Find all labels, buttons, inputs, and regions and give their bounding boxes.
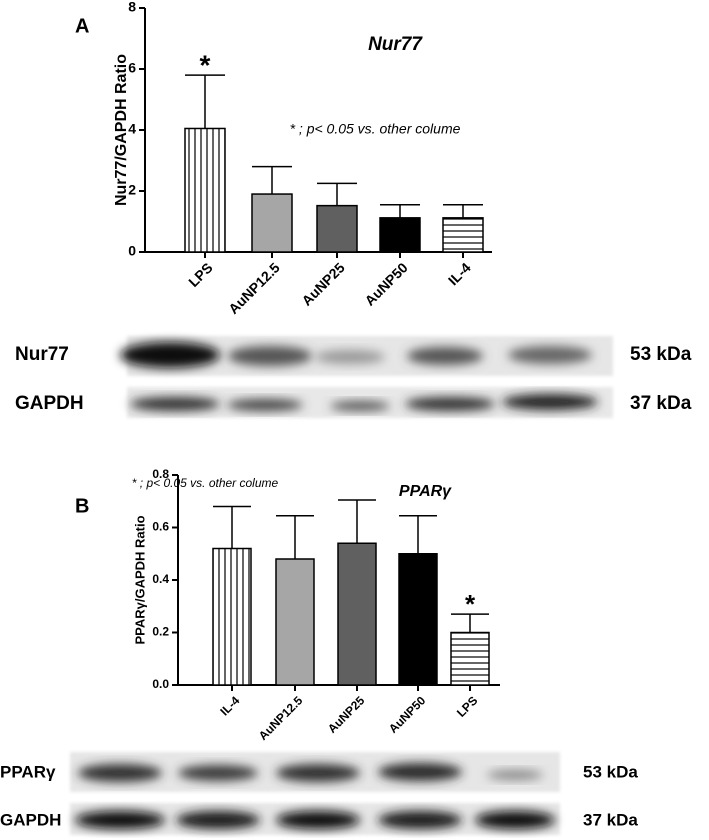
significance-marker: * [465, 589, 476, 619]
blot-label: Nur77 [15, 344, 69, 365]
y-tick-label: 0.4 [152, 572, 169, 586]
y-tick-label: 0.8 [152, 467, 169, 481]
y-tick-label: 4 [128, 121, 136, 137]
panel-label: A [75, 15, 89, 37]
blot-size: 53 kDa [630, 344, 692, 365]
bar [184, 127, 226, 253]
y-tick-label: 0 [128, 243, 136, 259]
y-tick-label: 0.2 [152, 625, 169, 639]
x-tick-label: AuNP50 [386, 693, 429, 736]
significance-marker: * [200, 49, 211, 80]
blot-image [70, 752, 560, 835]
bar [398, 553, 438, 686]
x-tick-label: AuNP12.5 [256, 693, 306, 743]
chart-title: Nur77 [368, 34, 423, 55]
x-tick-label: AuNP25 [325, 693, 368, 736]
x-tick-label: AuNP25 [298, 259, 347, 308]
bar [275, 558, 315, 686]
blot-label: GAPDH [0, 810, 61, 829]
bar [251, 193, 293, 253]
y-tick-label: 0.6 [152, 520, 169, 534]
bar [212, 547, 252, 686]
annotation: * ; p< 0.05 vs. other colume [290, 121, 461, 137]
bar [442, 217, 484, 253]
x-tick-label: IL-4 [217, 693, 242, 718]
blot-size: 53 kDa [583, 762, 638, 781]
bar [316, 204, 358, 253]
y-tick-label: 0.0 [152, 677, 169, 691]
y-tick-label: 2 [128, 182, 136, 198]
blot-size: 37 kDa [630, 393, 692, 414]
chart-title: PPARγ [399, 483, 452, 500]
bar [379, 217, 421, 253]
y-axis-label: PPARγ/GAPDH Ratio [132, 515, 147, 644]
x-tick-label: IL-4 [445, 259, 474, 288]
y-tick-label: 8 [128, 0, 136, 15]
bar [337, 542, 377, 686]
x-tick-label: LPS [454, 693, 480, 719]
panel-label: B [75, 495, 89, 517]
x-tick-label: AuNP50 [361, 259, 410, 308]
annotation: * ; p< 0.05 vs. other colume [132, 476, 279, 490]
y-axis-label: Nur77/GAPDH Ratio [113, 54, 130, 206]
blot-size: 37 kDa [583, 810, 638, 829]
blot-label: PPARγ [0, 762, 56, 781]
blot-image [120, 336, 613, 418]
y-tick-label: 6 [128, 60, 136, 76]
bar [450, 631, 490, 686]
blot-label: GAPDH [15, 393, 84, 414]
x-tick-label: LPS [185, 259, 216, 290]
x-tick-label: AuNP12.5 [225, 259, 283, 317]
